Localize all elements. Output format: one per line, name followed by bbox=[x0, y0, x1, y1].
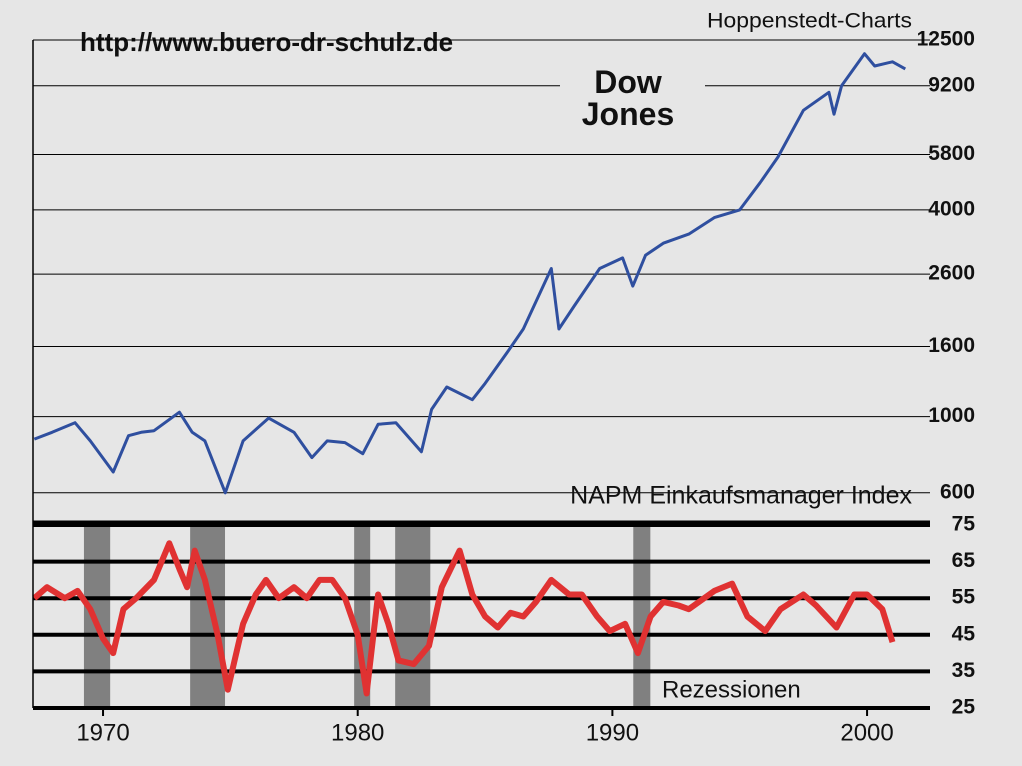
recession-bar bbox=[633, 525, 651, 708]
y-tick-label: 55 bbox=[952, 586, 976, 609]
recession-bar bbox=[83, 525, 111, 708]
label-bg bbox=[560, 60, 705, 145]
y-tick-label: 1000 bbox=[928, 404, 975, 427]
x-tick-label: 1990 bbox=[586, 719, 639, 746]
x-tick-label: 1980 bbox=[331, 719, 384, 746]
url: http://www.buero-dr-schulz.de bbox=[80, 27, 453, 57]
y-tick-label: 25 bbox=[952, 696, 976, 719]
y-tick-label: 5800 bbox=[928, 142, 975, 165]
y-tick-label: 65 bbox=[952, 549, 976, 572]
panel-title: NAPM Einkaufsmanager Index bbox=[570, 482, 912, 510]
data-line bbox=[33, 52, 907, 495]
recession-bar bbox=[354, 525, 371, 708]
y-tick-label: 75 bbox=[952, 513, 976, 536]
x-tick-label: 1970 bbox=[76, 719, 129, 746]
y-tick-label: 45 bbox=[952, 622, 976, 645]
recession-bar bbox=[395, 525, 431, 708]
y-tick-label: 35 bbox=[952, 659, 976, 682]
x-tick-label: 2000 bbox=[840, 719, 893, 746]
y-tick-label: 1600 bbox=[928, 334, 975, 357]
series-label: Dow Jones bbox=[582, 64, 674, 132]
data-line bbox=[32, 540, 896, 697]
y-tick-label: 2600 bbox=[928, 262, 975, 285]
y-tick-label: 9200 bbox=[928, 73, 975, 96]
y-tick-label: 4000 bbox=[928, 197, 975, 220]
source: Hoppenstedt-Charts bbox=[707, 10, 912, 33]
y-tick-label: 600 bbox=[940, 480, 975, 503]
recession-label: Rezessionen bbox=[662, 676, 801, 703]
y-tick-label: 12500 bbox=[917, 28, 975, 51]
